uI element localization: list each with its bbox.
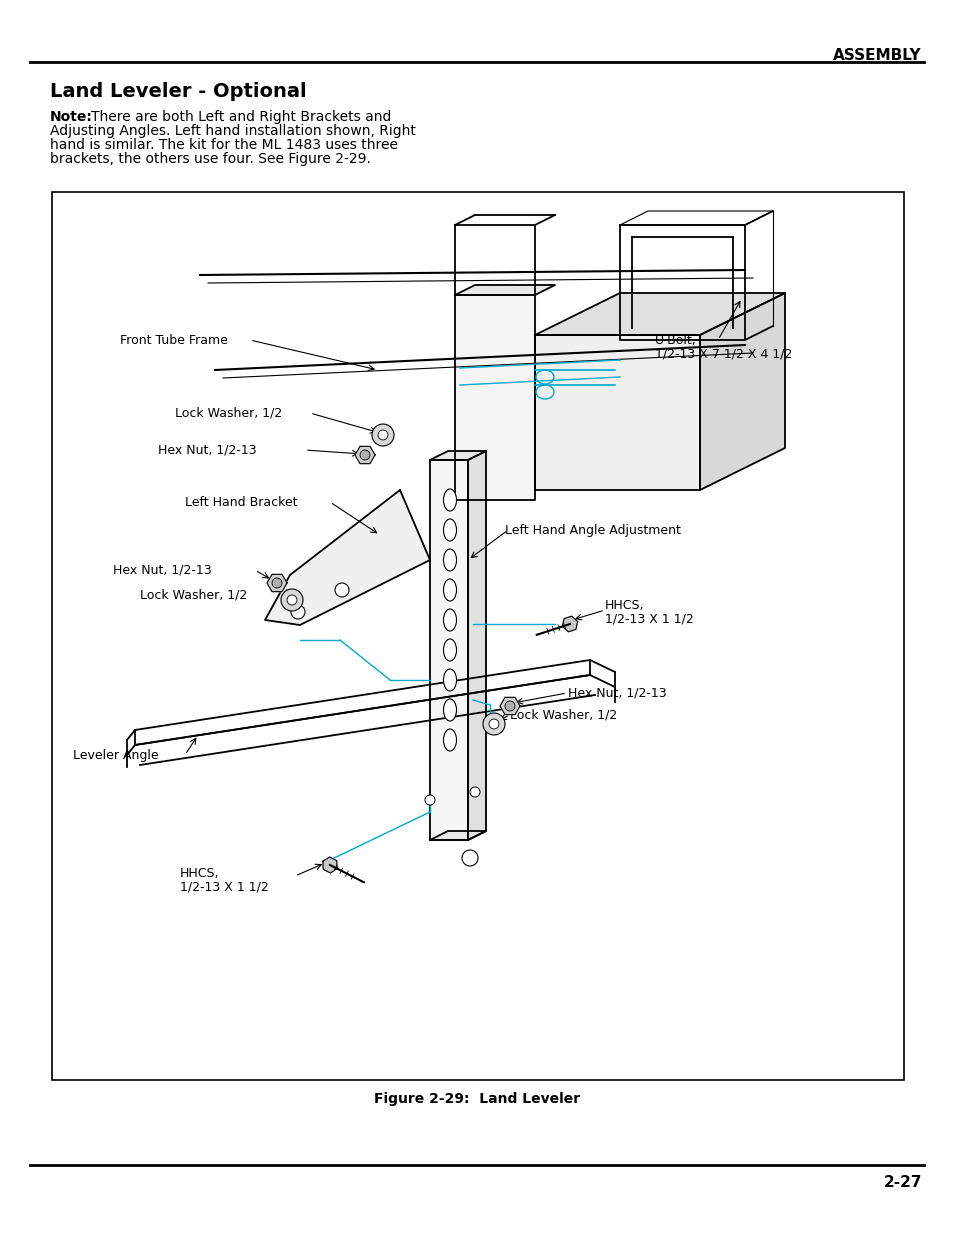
Circle shape — [359, 450, 370, 459]
Circle shape — [489, 719, 498, 729]
Polygon shape — [267, 574, 287, 592]
Circle shape — [281, 589, 303, 611]
Text: Left Hand Angle Adjustment: Left Hand Angle Adjustment — [504, 524, 680, 536]
Polygon shape — [535, 335, 700, 490]
Polygon shape — [430, 451, 485, 459]
Text: Hex Nut, 1/2-13: Hex Nut, 1/2-13 — [158, 443, 256, 457]
Polygon shape — [265, 490, 430, 625]
Ellipse shape — [443, 519, 456, 541]
Ellipse shape — [443, 579, 456, 601]
Ellipse shape — [443, 638, 456, 661]
Circle shape — [377, 430, 388, 440]
Ellipse shape — [443, 699, 456, 721]
Text: 1/2-13 X 7 1/2 X 4 1/2: 1/2-13 X 7 1/2 X 4 1/2 — [655, 347, 792, 361]
Circle shape — [470, 787, 479, 797]
Polygon shape — [562, 616, 577, 632]
Text: Hex Nut, 1/2-13: Hex Nut, 1/2-13 — [112, 563, 212, 577]
Circle shape — [287, 595, 296, 605]
Circle shape — [372, 424, 394, 446]
Circle shape — [335, 583, 349, 597]
Polygon shape — [455, 295, 535, 500]
Text: hand is similar. The kit for the ML 1483 uses three: hand is similar. The kit for the ML 1483… — [50, 138, 397, 152]
Circle shape — [272, 578, 282, 588]
Ellipse shape — [443, 609, 456, 631]
Text: Lock Washer, 1/2: Lock Washer, 1/2 — [174, 406, 282, 420]
Polygon shape — [322, 857, 336, 873]
Polygon shape — [430, 459, 468, 840]
Ellipse shape — [443, 669, 456, 692]
Text: 2-27: 2-27 — [882, 1174, 921, 1191]
Circle shape — [291, 605, 305, 619]
Bar — [52, 191, 903, 1079]
Circle shape — [424, 795, 435, 805]
Text: Figure 2-29:  Land Leveler: Figure 2-29: Land Leveler — [374, 1092, 579, 1107]
Polygon shape — [455, 285, 555, 295]
Text: Hex Nut, 1/2-13: Hex Nut, 1/2-13 — [567, 687, 666, 699]
Text: Leveler Angle: Leveler Angle — [73, 748, 158, 762]
Text: Land Leveler - Optional: Land Leveler - Optional — [50, 82, 306, 101]
Text: 1/2-13 X 1 1/2: 1/2-13 X 1 1/2 — [180, 881, 269, 893]
Text: Lock Washer, 1/2: Lock Washer, 1/2 — [510, 709, 617, 721]
Circle shape — [504, 701, 515, 711]
Text: Adjusting Angles. Left hand installation shown, Right: Adjusting Angles. Left hand installation… — [50, 124, 416, 138]
Polygon shape — [430, 831, 485, 840]
Text: Front Tube Frame: Front Tube Frame — [120, 333, 228, 347]
Circle shape — [482, 713, 504, 735]
Text: brackets, the others use four. See Figure 2-29.: brackets, the others use four. See Figur… — [50, 152, 371, 165]
Ellipse shape — [443, 550, 456, 571]
Text: U-Bolt,: U-Bolt, — [655, 333, 696, 347]
Polygon shape — [355, 446, 375, 463]
Polygon shape — [535, 293, 784, 335]
Text: Note:: Note: — [50, 110, 92, 124]
Polygon shape — [700, 293, 784, 490]
Ellipse shape — [443, 489, 456, 511]
Polygon shape — [468, 451, 485, 840]
Text: ASSEMBLY: ASSEMBLY — [833, 48, 921, 63]
Ellipse shape — [443, 729, 456, 751]
Text: HHCS,: HHCS, — [604, 599, 644, 611]
Polygon shape — [499, 698, 519, 715]
Text: Lock Washer, 1/2: Lock Washer, 1/2 — [140, 589, 247, 601]
Text: Left Hand Bracket: Left Hand Bracket — [185, 495, 297, 509]
Text: 1/2-13 X 1 1/2: 1/2-13 X 1 1/2 — [604, 613, 693, 625]
Text: HHCS,: HHCS, — [180, 867, 219, 879]
Text: There are both Left and Right Brackets and: There are both Left and Right Brackets a… — [91, 110, 391, 124]
